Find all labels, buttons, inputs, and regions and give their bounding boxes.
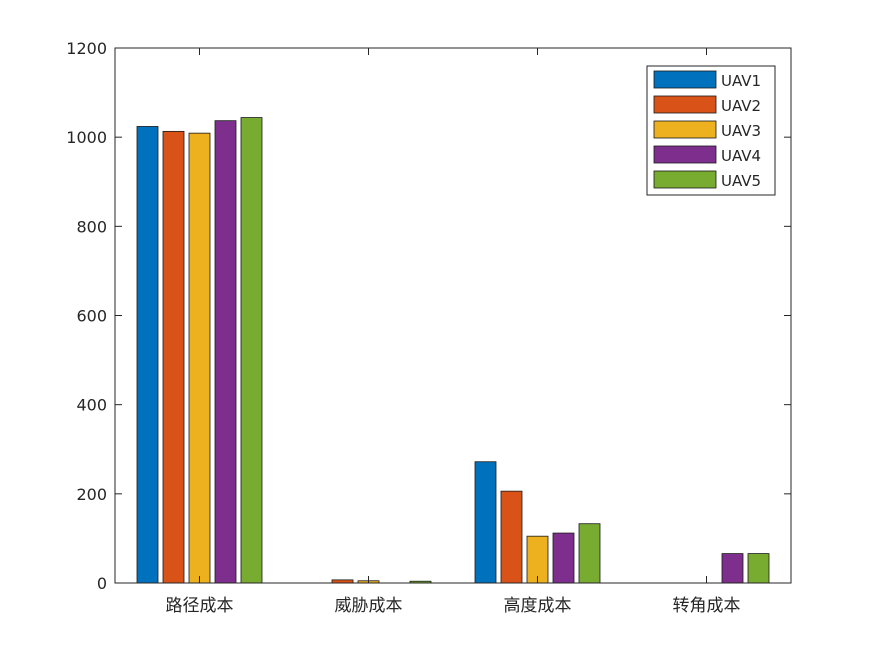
bar-uav4-0 <box>214 120 237 584</box>
legend-swatch-uav1 <box>653 70 717 89</box>
x-category-label: 威胁成本 <box>335 596 403 616</box>
y-axis: 0 200 400 600 800 1000 1200 <box>66 39 791 593</box>
bars-group <box>136 117 770 584</box>
legend-label-uav2: UAV2 <box>721 97 761 115</box>
legend-label-uav1: UAV1 <box>721 72 761 90</box>
x-axis: 路径成本 威胁成本 高度成本 转角成本 <box>166 48 741 616</box>
legend-label-uav3: UAV3 <box>721 122 761 140</box>
y-tick-label: 600 <box>76 307 107 326</box>
y-tick-label: 0 <box>97 574 107 593</box>
legend-swatch-uav4 <box>653 145 717 164</box>
bar-uav4-2 <box>552 532 575 584</box>
bar-uav5-0 <box>240 117 263 584</box>
legend-label-uav5: UAV5 <box>721 172 761 190</box>
y-tick-label: 800 <box>76 217 107 236</box>
y-tick-label: 1200 <box>66 39 107 58</box>
y-tick-label: 200 <box>76 485 107 504</box>
y-tick-label: 1000 <box>66 128 107 147</box>
x-category-label: 转角成本 <box>673 596 741 616</box>
bar-uav1-0 <box>136 126 159 584</box>
legend-label-uav4: UAV4 <box>721 147 761 165</box>
bar-uav1-2 <box>474 461 497 584</box>
bar-uav5-2 <box>578 523 601 584</box>
x-category-label: 路径成本 <box>166 596 234 616</box>
y-tick-label: 400 <box>76 396 107 415</box>
bar-uav5-3 <box>747 553 770 584</box>
bar-uav3-0 <box>188 132 211 584</box>
legend-swatch-uav3 <box>653 120 717 139</box>
legend: UAV1 UAV2 UAV3 UAV4 UAV5 <box>646 65 776 196</box>
bar-uav2-0 <box>162 130 185 584</box>
bar-uav2-2 <box>500 490 523 584</box>
bar-uav4-3 <box>721 553 744 584</box>
bar-uav3-2 <box>526 535 549 584</box>
legend-swatch-uav5 <box>653 170 717 189</box>
x-category-label: 高度成本 <box>504 596 572 616</box>
legend-swatch-uav2 <box>653 95 717 114</box>
